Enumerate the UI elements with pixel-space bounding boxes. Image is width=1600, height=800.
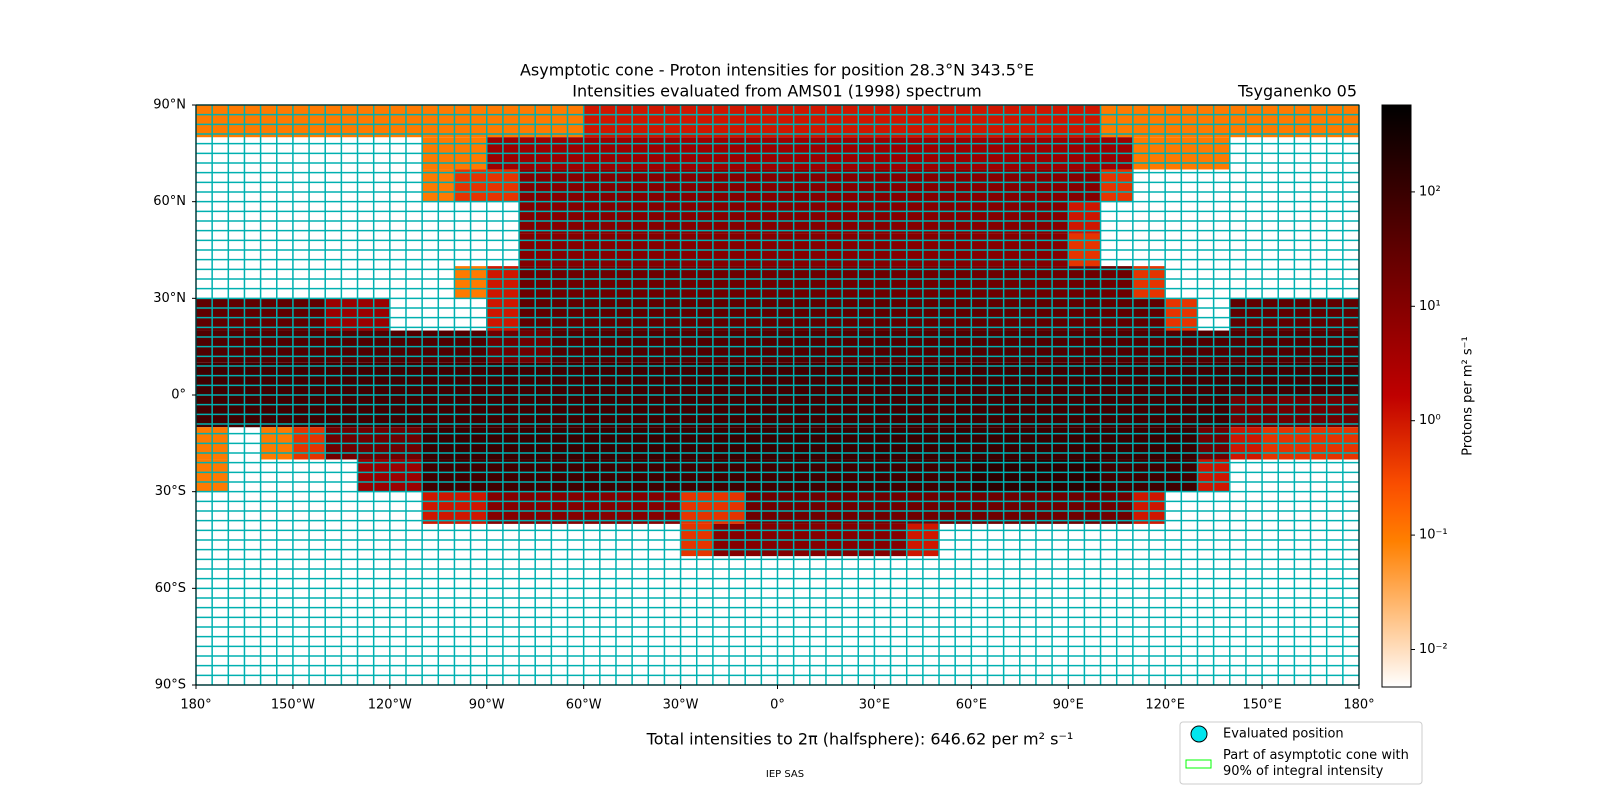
y-tick-label: 0° (171, 388, 186, 403)
legend-entry: Part of asymptotic cone with 90% of integ… (1223, 748, 1409, 779)
x-tick-label: 90°E (1053, 698, 1084, 713)
x-tick-label: 30°W (663, 698, 699, 713)
credit: IEP SAS (766, 769, 804, 780)
x-tick-label: 120°W (368, 698, 412, 713)
legend-entry: Evaluated position (1223, 727, 1344, 742)
legend: Evaluated position Part of asymptotic co… (1179, 721, 1423, 785)
y-tick-label: 30°N (153, 291, 186, 306)
y-tick-label: 30°S (155, 484, 186, 499)
model-label: Tsyganenko 05 (1237, 82, 1357, 101)
x-tick-label: 90°W (469, 698, 505, 713)
y-tick-label: 60°N (153, 194, 186, 209)
y-tick-label: 60°S (155, 581, 186, 596)
title: Asymptotic cone - Proton intensities for… (520, 61, 1034, 80)
legend-marker (1190, 725, 1208, 743)
x-tick-label: 120°E (1145, 698, 1185, 713)
colorbar-tick-label: 10² (1419, 184, 1441, 199)
colorbar-label: Protons per m² s⁻¹ (1461, 336, 1476, 455)
x-tick-label: 0° (770, 698, 785, 713)
footer: Total intensities to 2π (halfsphere): 64… (646, 730, 1074, 749)
x-tick-label: 180° (180, 698, 211, 713)
x-tick-label: 150°E (1242, 698, 1282, 713)
legend-box (1179, 721, 1423, 785)
colorbar-tick-label: 10⁻¹ (1419, 528, 1448, 543)
y-tick-label: 90°N (153, 98, 186, 113)
subtitle: Intensities evaluated from AMS01 (1998) … (572, 82, 981, 101)
x-tick-label: 30°E (859, 698, 890, 713)
x-tick-label: 150°W (271, 698, 315, 713)
cone-grid (195, 104, 1360, 686)
colorbar-tick-label: 10⁰ (1419, 413, 1441, 428)
x-tick-label: 180° (1343, 698, 1374, 713)
y-tick-label: 90°S (155, 678, 186, 693)
x-tick-label: 60°W (566, 698, 602, 713)
legend-marker (1185, 759, 1212, 769)
colorbar-tick-label: 10¹ (1419, 299, 1441, 314)
colorbar (1381, 104, 1412, 688)
x-tick-label: 60°E (956, 698, 987, 713)
colorbar-tick-label: 10⁻² (1419, 642, 1448, 657)
